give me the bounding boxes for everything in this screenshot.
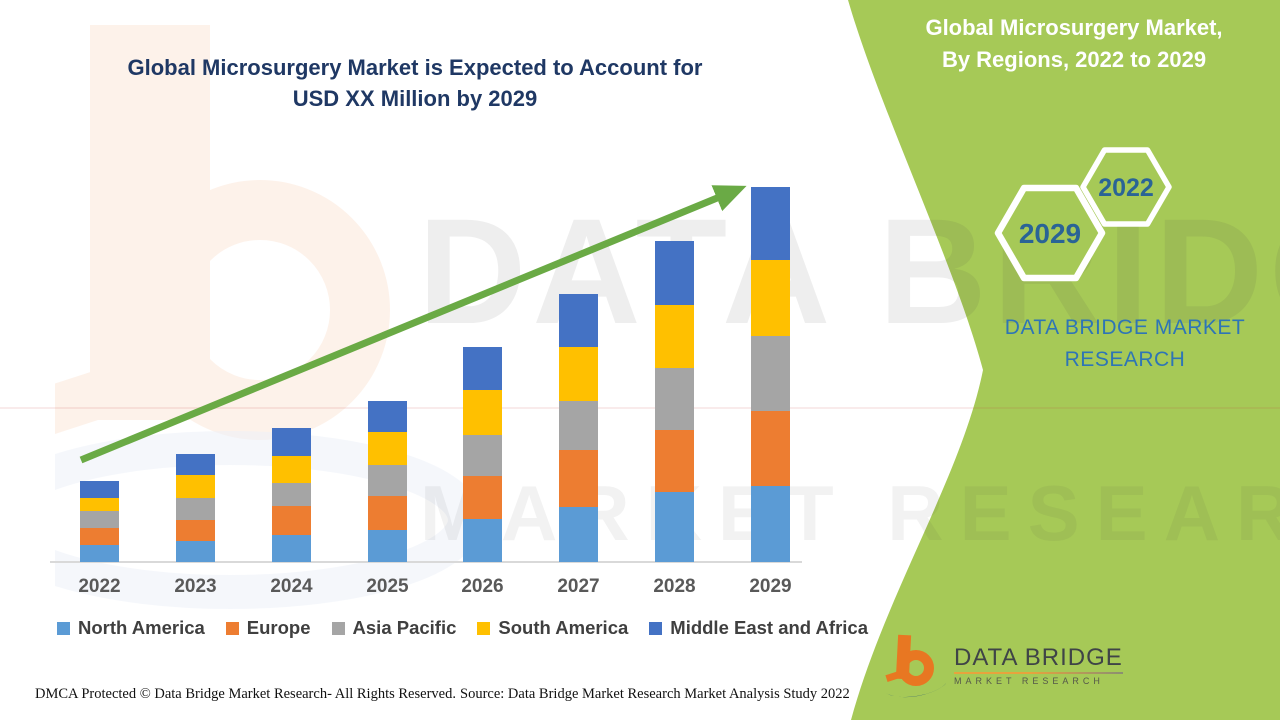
bar-segment-2023-north-america <box>176 541 215 562</box>
bar-segment-2022-europe <box>80 528 119 545</box>
brand-text-line1: DATA BRIDGE MARKET <box>1004 316 1246 339</box>
bar-segment-2025-north-america <box>368 530 407 562</box>
bar-segment-2023-asia-pacific <box>176 498 215 520</box>
bar-segment-2023-europe <box>176 520 215 541</box>
bar-segment-2027-europe <box>559 450 598 507</box>
footer-source-text: Source: Data Bridge Market Research Mark… <box>460 686 850 702</box>
bar-segment-2029-middle-east-and-africa <box>751 187 790 260</box>
bar-segment-2026-asia-pacific <box>463 435 502 476</box>
legend-swatch-icon <box>57 621 70 635</box>
panel-title-line1: Global Microsurgery Market, <box>925 15 1223 40</box>
x-axis-label-2025: 2025 <box>366 576 409 597</box>
chart-title: Global Microsurgery Market is Expected t… <box>55 52 775 114</box>
bar-segment-2025-asia-pacific <box>368 465 407 496</box>
green-panel-shape <box>848 0 1280 720</box>
bar-segment-2027-asia-pacific <box>559 401 598 450</box>
bar-segment-2027-middle-east-and-africa <box>559 294 598 347</box>
chart-title-line1: Global Microsurgery Market is Expected t… <box>127 55 703 80</box>
legend-label: North America <box>78 617 205 638</box>
bar-segment-2023-middle-east-and-africa <box>176 454 215 475</box>
bar-segment-2024-asia-pacific <box>272 483 311 506</box>
bar-2027 <box>559 294 598 562</box>
bar-2029 <box>751 187 790 562</box>
x-axis-label-2027: 2027 <box>557 576 600 597</box>
bar-segment-2029-europe <box>751 411 790 486</box>
legend-item-middle-east-and-africa: Middle East and Africa <box>649 617 868 639</box>
legend-label: South America <box>498 617 629 638</box>
logo-underline <box>954 672 1123 674</box>
bar-2025 <box>368 401 407 562</box>
bar-segment-2029-north-america <box>751 486 790 562</box>
bar-segment-2029-south-america <box>751 260 790 336</box>
legend-label: Asia Pacific <box>352 617 457 638</box>
bar-segment-2022-north-america <box>80 545 119 562</box>
bar-segment-2024-middle-east-and-africa <box>272 428 311 456</box>
x-axis-label-2026: 2026 <box>461 576 504 597</box>
chart-legend: North America Europe Asia Pacific South Ame… <box>57 617 868 639</box>
footer-dmca-text: DMCA Protected © Data Bridge Market Rese… <box>35 686 456 702</box>
legend-label: Middle East and Africa <box>670 617 868 638</box>
x-axis-line <box>50 561 802 563</box>
bar-segment-2022-middle-east-and-africa <box>80 481 119 498</box>
x-axis-label-2028: 2028 <box>653 576 696 597</box>
logo-text: DATA BRIDGE MARKET RESEARCH <box>954 645 1123 686</box>
bar-segment-2025-europe <box>368 496 407 530</box>
bar-segment-2028-north-america <box>655 492 694 562</box>
bar-2024 <box>272 428 311 562</box>
bar-segment-2022-asia-pacific <box>80 511 119 528</box>
bar-segment-2023-south-america <box>176 475 215 498</box>
bar-segment-2027-north-america <box>559 507 598 562</box>
panel-title-line2: By Regions, 2022 to 2029 <box>941 47 1207 72</box>
bar-segment-2024-north-america <box>272 535 311 562</box>
legend-item-south-america: South America <box>477 617 628 639</box>
bar-segment-2025-south-america <box>368 432 407 465</box>
bar-segment-2029-asia-pacific <box>751 336 790 411</box>
bar-segment-2026-south-america <box>463 390 502 435</box>
x-axis-label-2024: 2024 <box>270 576 313 597</box>
bar-segment-2024-south-america <box>272 456 311 483</box>
bar-segment-2022-south-america <box>80 498 119 511</box>
logo-subtitle: MARKET RESEARCH <box>954 676 1104 686</box>
logo-b-icon <box>885 634 946 698</box>
bar-segment-2026-north-america <box>463 519 502 562</box>
bar-segment-2028-europe <box>655 430 694 492</box>
company-logo: DATA BRIDGE MARKET RESEARCH <box>884 633 1123 699</box>
bar-segment-2024-europe <box>272 506 311 535</box>
legend-swatch-icon <box>225 621 239 635</box>
bar-segment-2025-middle-east-and-africa <box>368 401 407 432</box>
logo-name: DATA BRIDGE <box>954 644 1123 671</box>
bar-2023 <box>176 454 215 562</box>
legend-swatch-icon <box>331 621 345 635</box>
bar-segment-2028-south-america <box>655 305 694 368</box>
chart-title-line2: USD XX Million by 2029 <box>292 86 538 111</box>
bar-segment-2026-europe <box>463 476 502 519</box>
bar-2026 <box>463 347 502 562</box>
brand-text-line2: RESEARCH <box>1064 348 1186 371</box>
legend-swatch-icon <box>477 621 491 635</box>
x-axis-label-2023: 2023 <box>174 576 217 597</box>
bar-segment-2028-asia-pacific <box>655 368 694 430</box>
brand-text: DATA BRIDGE MARKET RESEARCH <box>955 312 1280 376</box>
bar-segment-2027-south-america <box>559 347 598 401</box>
bar-segment-2028-middle-east-and-africa <box>655 241 694 305</box>
panel-title: Global Microsurgery Market, By Regions, … <box>868 12 1280 76</box>
x-axis-label-2022: 2022 <box>78 576 121 597</box>
legend-swatch-icon <box>649 621 663 635</box>
bar-2022 <box>80 481 119 562</box>
legend-item-europe: Europe <box>225 617 311 639</box>
bar-2028 <box>655 241 694 562</box>
legend-item-north-america: North America <box>57 617 205 639</box>
bar-segment-2026-middle-east-and-africa <box>463 347 502 390</box>
x-axis-label-2029: 2029 <box>749 576 792 597</box>
legend-label: Europe <box>246 617 311 638</box>
legend-item-asia-pacific: Asia Pacific <box>331 617 457 639</box>
